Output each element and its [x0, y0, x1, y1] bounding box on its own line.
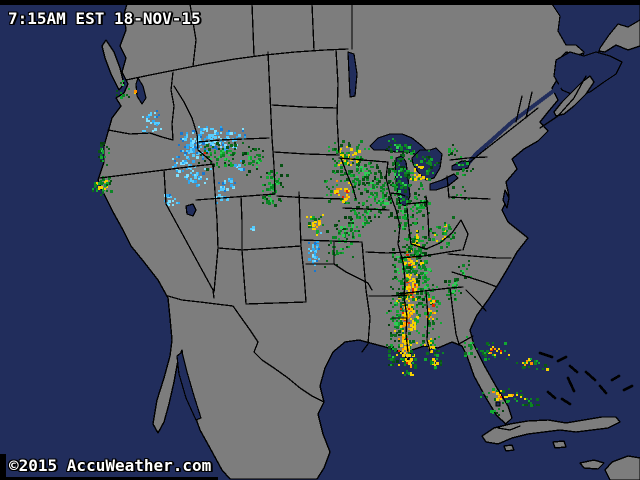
gulf-of-st-lawrence	[553, 51, 623, 97]
jamaica	[579, 459, 605, 470]
st-lawrence-river	[466, 84, 562, 166]
state-borders-east	[389, 91, 539, 352]
hispaniola	[604, 455, 640, 480]
state-borders-central	[271, 49, 410, 353]
us-mexico-border	[167, 295, 325, 403]
vancouver-island	[101, 39, 125, 91]
lake-okeechobee	[495, 401, 501, 407]
small-cay	[552, 440, 567, 449]
top-black-bar	[0, 0, 640, 5]
lake-winnipeg	[347, 51, 358, 98]
isla-de-la-juventud	[503, 444, 515, 452]
bahamas-islands	[538, 351, 634, 406]
great-salt-lake	[185, 203, 197, 217]
us-canada-border	[125, 48, 349, 81]
chesapeake-bay	[502, 189, 510, 209]
north-america-landmass	[97, 3, 640, 480]
copyright-label: ©2015 AccuWeather.com	[9, 456, 212, 475]
florida-keys	[497, 425, 521, 431]
state-borders-west	[99, 51, 307, 305]
puget-sound	[135, 77, 147, 105]
bottom-left-edge	[0, 454, 6, 480]
province-borders	[189, 3, 587, 129]
nova-scotia	[553, 75, 595, 117]
land-layer	[97, 3, 640, 480]
borders-layer	[99, 3, 634, 431]
lake-erie	[429, 173, 459, 191]
timestamp-label: 7:15AM EST 18-NOV-15	[8, 9, 201, 28]
radar-precip-layer	[92, 80, 550, 416]
cuba	[481, 416, 621, 445]
gulf-of-california	[176, 351, 202, 421]
bottom-edge-bar	[0, 477, 218, 480]
